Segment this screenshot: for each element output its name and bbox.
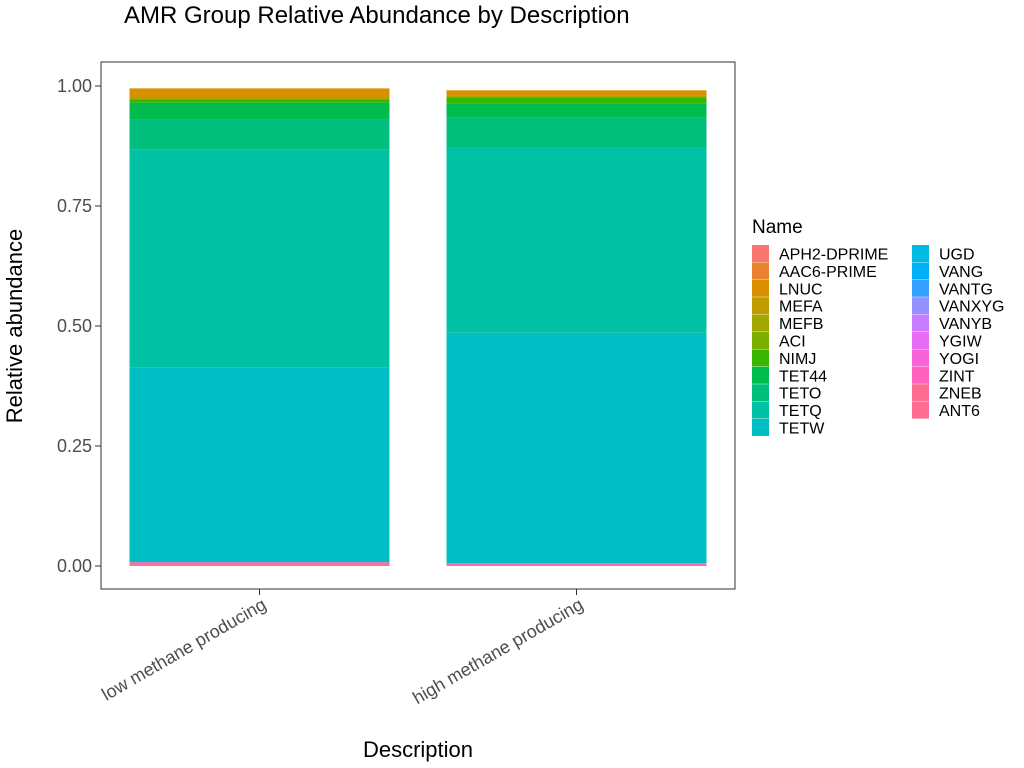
bar-segment-mefb: [129, 97, 390, 100]
bar-segment-ant6: [129, 565, 390, 567]
legend-swatch-vanyb: [912, 314, 929, 332]
legend-label-ugd: UGD: [939, 247, 975, 264]
bar-segment-tetw: [446, 332, 707, 564]
y-axis: 0.00 0.25 0.50 0.75 1.00: [57, 76, 101, 576]
legend-label-vantg: VANTG: [939, 281, 993, 298]
legend-label-yogi: YOGI: [939, 351, 979, 368]
legend-label-vang: VANG: [939, 264, 983, 281]
bar-segment-tetw: [129, 367, 390, 563]
legend-label-lnuc: LNUC: [779, 281, 823, 298]
legend-swatch-ygiw: [912, 332, 929, 349]
legend-swatch-aac6-prime: [752, 262, 769, 280]
legend-label-nimj: NIMJ: [779, 351, 816, 368]
bar-segment-tet44: [446, 103, 707, 118]
legend-label-tetq: TETQ: [779, 403, 822, 420]
legend: Name APH2-DPRIMEAAC6-PRIMELNUCMEFAMEFBAC…: [752, 217, 1005, 438]
legend-label-mefb: MEFB: [779, 316, 823, 333]
y-tick-label: 0.75: [57, 196, 92, 216]
y-tick-label: 0.25: [57, 436, 92, 456]
legend-swatch-lnuc: [752, 279, 769, 297]
y-axis-title: Relative abundance: [2, 229, 27, 423]
legend-swatch-tet44: [752, 366, 769, 384]
legend-title: Name: [752, 217, 803, 238]
legend-label-tetw: TETW: [779, 421, 825, 438]
bar-segment-nimj: [129, 99, 390, 103]
legend-swatch-nimj: [752, 349, 769, 367]
bar-segment-zint: [446, 563, 707, 565]
legend-label-mefa: MEFA: [779, 299, 823, 316]
legend-label-zneb: ZNEB: [939, 386, 982, 403]
bar-segment-zneb: [129, 564, 390, 566]
legend-label-aph2-dprime: APH2-DPRIME: [779, 247, 888, 264]
x-axis: low methane producing high methane produc…: [98, 589, 587, 708]
y-tick-label: 0.50: [57, 316, 92, 336]
legend-swatch-tetq: [752, 401, 769, 419]
bar-segment-ant6: [446, 565, 707, 567]
legend-label-aci: ACI: [779, 334, 806, 351]
x-tick-label: high methane producing: [409, 594, 586, 708]
legend-label-teto: TETO: [779, 386, 821, 403]
legend-label-vanxyg: VANXYG: [939, 299, 1005, 316]
legend-swatch-yogi: [912, 349, 929, 367]
bar-segment-mefb: [446, 95, 707, 98]
bar-segment-tetq: [446, 147, 707, 333]
legend-swatch-aph2-dprime: [752, 245, 769, 262]
legend-label-aac6-prime: AAC6-PRIME: [779, 264, 877, 281]
x-axis-title: Description: [363, 737, 473, 762]
legend-swatch-aci: [752, 332, 769, 349]
legend-swatch-vang: [912, 262, 929, 280]
bar-segment-nimj: [446, 97, 707, 104]
legend-label-tet44: TET44: [779, 368, 827, 385]
legend-label-ygiw: YGIW: [939, 334, 983, 351]
legend-label-vanyb: VANYB: [939, 316, 992, 333]
legend-label-ant6: ANT6: [939, 403, 980, 420]
bar-segment-lnuc: [446, 90, 707, 96]
legend-swatch-tetw: [752, 419, 769, 436]
legend-swatch-vanxyg: [912, 297, 929, 315]
bar-segment-teto: [129, 119, 390, 150]
legend-label-zint: ZINT: [939, 368, 975, 385]
bar-segment-teto: [446, 117, 707, 148]
legend-swatch-ugd: [912, 245, 929, 262]
legend-swatch-vantg: [912, 279, 929, 297]
bar-segment-zint: [129, 562, 390, 565]
y-tick-label: 0.00: [57, 556, 92, 576]
legend-swatch-zint: [912, 366, 929, 384]
legend-swatch-zneb: [912, 384, 929, 402]
legend-swatch-mefa: [752, 297, 769, 315]
legend-swatch-mefb: [752, 314, 769, 332]
chart-title: AMR Group Relative Abundance by Descript…: [124, 2, 630, 29]
bar-segment-tetq: [129, 149, 390, 368]
bar-segment-zneb: [446, 564, 707, 566]
legend-swatch-teto: [752, 384, 769, 402]
y-tick-label: 1.00: [57, 76, 92, 96]
bar-segment-tet44: [129, 102, 390, 120]
bar-segment-lnuc: [129, 88, 390, 98]
bars-group: [129, 88, 707, 567]
legend-swatch-ant6: [912, 401, 929, 419]
x-tick-label: low methane producing: [98, 594, 269, 704]
